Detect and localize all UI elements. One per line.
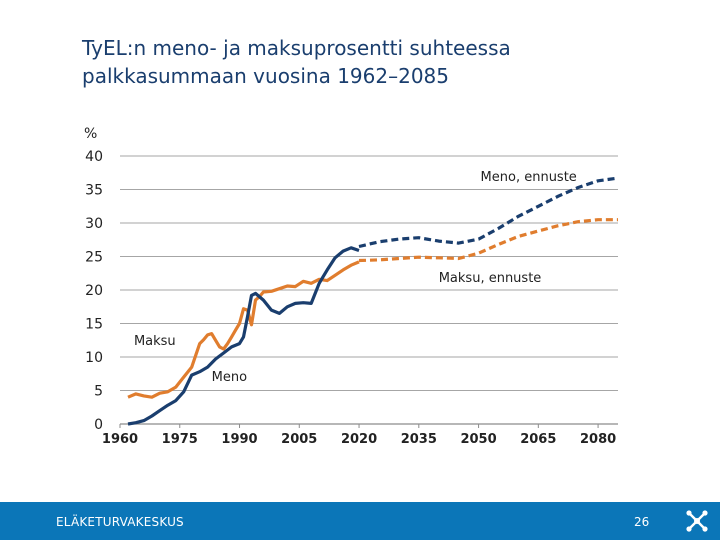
footer-bar: ELÄKETURVAKESKUS 26 [0, 502, 720, 540]
series-annotation: Meno [212, 370, 247, 385]
x-tick-label: 2020 [341, 432, 377, 447]
y-tick-label: 40 [85, 149, 103, 165]
y-tick-label: 5 [94, 384, 103, 400]
footer-organization: ELÄKETURVAKESKUS [56, 515, 184, 529]
eläketurvakeskus-logo-icon [686, 510, 708, 532]
x-tick-label: 2050 [460, 432, 496, 447]
y-tick-label: 15 [85, 317, 103, 333]
page-title-line-2: palkkasummaan vuosina 1962–2085 [82, 64, 449, 88]
y-tick-label: 20 [85, 283, 103, 299]
series-layer [127, 176, 619, 426]
page-title-line-1: TyEL:n meno- ja maksuprosentti suhteessa [82, 36, 511, 60]
series-line-meno-ennuste [358, 176, 619, 249]
x-tick-label: 2005 [281, 432, 317, 447]
x-tick-label: 2065 [520, 432, 556, 447]
line-chart: % 0 5 10 15 20 25 30 35 40 1960 1975 1990 2005 2020 2… [84, 126, 619, 447]
grid-lines [120, 155, 618, 425]
x-tick-label: 1990 [221, 432, 257, 447]
series-annotation: Meno, ennuste [481, 170, 577, 185]
y-tick-label: 30 [85, 216, 103, 232]
y-axis-label: % [84, 126, 97, 142]
page-title: TyEL:n meno- ja maksuprosentti suhteessa… [82, 34, 682, 90]
annotation-layer: Meno, ennuste Maksu, ennuste Maksu Meno [134, 170, 577, 385]
y-axis: % 0 5 10 15 20 25 30 35 40 [84, 126, 103, 433]
page-number: 26 [634, 515, 650, 529]
y-tick-label: 10 [85, 350, 103, 366]
x-axis: 1960 1975 1990 2005 2020 2035 2050 2065 2080 [102, 424, 616, 447]
x-tick-label: 2080 [580, 432, 616, 447]
series-line-meno [127, 246, 360, 426]
y-tick-label: 35 [85, 183, 103, 199]
x-tick-label: 1975 [162, 432, 198, 447]
x-tick-label: 1960 [102, 432, 138, 447]
series-annotation: Maksu [134, 334, 176, 349]
series-line-maksu [127, 260, 360, 399]
x-tick-label: 2035 [401, 432, 437, 447]
series-annotation: Maksu, ennuste [439, 271, 542, 286]
y-tick-label: 25 [85, 250, 103, 266]
series-line-maksu-ennuste [358, 218, 618, 263]
y-tick-label: 0 [94, 417, 103, 433]
